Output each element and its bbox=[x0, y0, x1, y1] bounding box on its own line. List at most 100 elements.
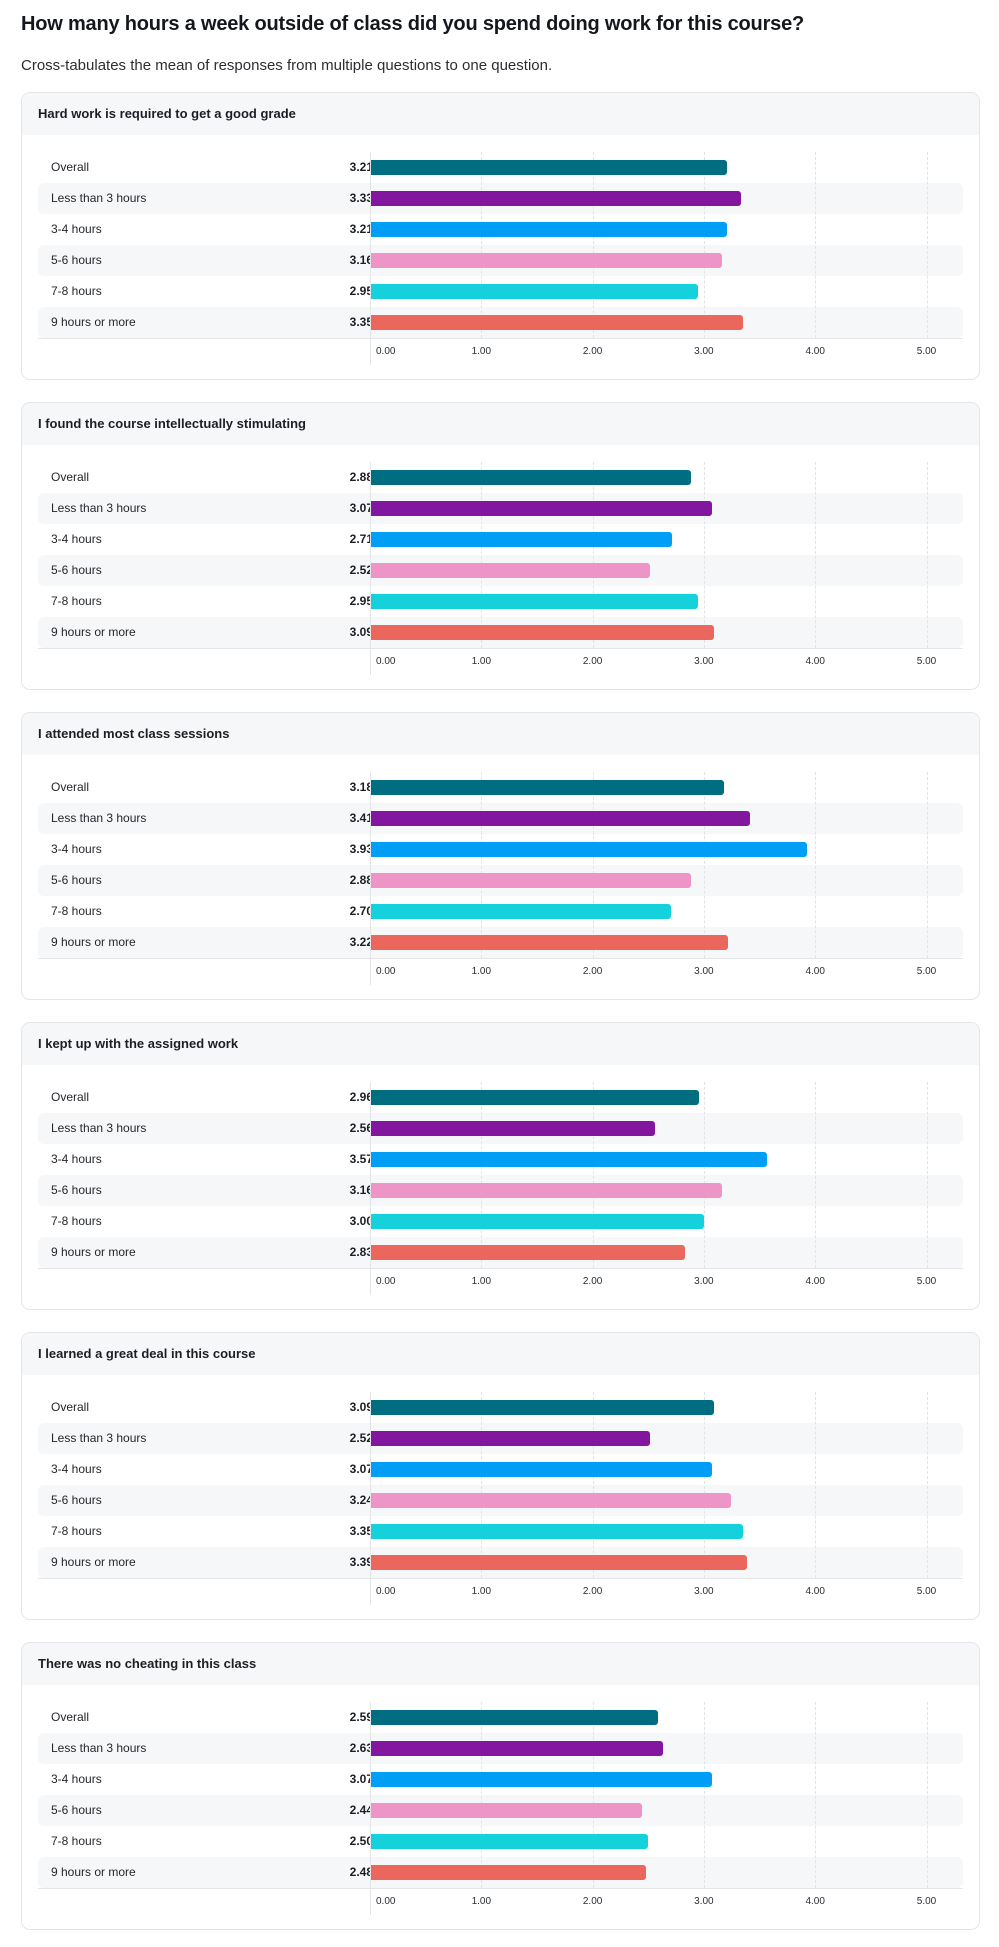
value-label: 2.88 bbox=[349, 470, 373, 484]
value-label: 2.71 bbox=[349, 532, 373, 546]
bar-5-6-hours bbox=[371, 1183, 722, 1198]
gridline bbox=[481, 1082, 483, 1268]
value-label: 3.57 bbox=[349, 1152, 373, 1166]
category-label: 9 hours or more bbox=[51, 625, 136, 639]
x-tick-label: 1.00 bbox=[471, 1586, 492, 1597]
x-axis-line bbox=[38, 338, 963, 339]
x-tick-label: 2.00 bbox=[582, 1276, 603, 1287]
x-tick-label: 0.00 bbox=[376, 966, 396, 977]
category-label: Less than 3 hours bbox=[51, 1121, 147, 1135]
gridline bbox=[481, 1702, 483, 1888]
bar-3-4-hours bbox=[371, 1152, 768, 1167]
bar-7-8-hours bbox=[371, 594, 699, 609]
value-label: 3.21 bbox=[349, 222, 373, 236]
value-label: 3.35 bbox=[349, 315, 373, 329]
bar-7-8-hours bbox=[371, 1214, 704, 1229]
gridline bbox=[481, 772, 483, 958]
bar-3-4-hours bbox=[371, 1462, 712, 1477]
chart-row: Overall 3.09 bbox=[38, 1392, 963, 1423]
chart-card: I learned a great deal in this course Ove… bbox=[21, 1332, 980, 1620]
card-header: Hard work is required to get a good grad… bbox=[22, 93, 979, 135]
category-label: 7-8 hours bbox=[51, 594, 102, 608]
gridline bbox=[926, 1082, 928, 1268]
x-tick-label: 4.00 bbox=[805, 1276, 825, 1287]
category-label: 5-6 hours bbox=[51, 873, 102, 887]
value-label: 3.18 bbox=[349, 780, 373, 794]
chart-row: Overall 2.88 bbox=[38, 462, 963, 493]
gridline bbox=[592, 152, 594, 338]
chart-row: 7-8 hours 2.95 bbox=[38, 586, 963, 617]
value-label: 3.21 bbox=[349, 160, 373, 174]
category-label: Overall bbox=[51, 780, 90, 794]
category-label: Overall bbox=[51, 470, 90, 484]
category-label: 7-8 hours bbox=[51, 1214, 102, 1228]
gridline bbox=[926, 1392, 928, 1578]
gridline bbox=[703, 1392, 705, 1578]
chart-row: 3-4 hours 3.57 bbox=[38, 1144, 963, 1175]
card-header: I kept up with the assigned work bbox=[22, 1023, 979, 1065]
bar-5-6-hours bbox=[371, 1803, 642, 1818]
category-label: 9 hours or more bbox=[51, 1245, 136, 1259]
value-label: 3.33 bbox=[349, 191, 373, 205]
x-tick-label: 5.00 bbox=[916, 656, 937, 667]
category-label: 5-6 hours bbox=[51, 253, 102, 267]
chart-row: 7-8 hours 2.95 bbox=[38, 276, 963, 307]
value-label: 3.16 bbox=[349, 1183, 373, 1197]
bar-chart: Overall 3.21 Less than 3 hours 3.33 3-4 hour… bbox=[22, 135, 979, 379]
chart-card: There was no cheating in this class Overa… bbox=[21, 1642, 980, 1930]
x-tick-label: 2.00 bbox=[582, 656, 603, 667]
page-subtitle: Cross-tabulates the mean of responses fr… bbox=[21, 57, 553, 74]
y-axis-line bbox=[370, 1082, 371, 1295]
x-axis-line bbox=[38, 958, 963, 959]
x-tick-label: 4.00 bbox=[805, 346, 825, 357]
bar-7-8-hours bbox=[371, 1524, 743, 1539]
chart-row: 3-4 hours 3.07 bbox=[38, 1764, 963, 1795]
y-axis-line bbox=[370, 1702, 371, 1915]
bar-9-hours-or-more bbox=[371, 1865, 647, 1880]
x-tick-label: 4.00 bbox=[805, 656, 825, 667]
value-label: 3.93 bbox=[349, 842, 373, 856]
chart-row: 3-4 hours 3.07 bbox=[38, 1454, 963, 1485]
value-label: 2.63 bbox=[349, 1741, 373, 1755]
category-label: 3-4 hours bbox=[51, 842, 102, 856]
category-label: Less than 3 hours bbox=[51, 501, 147, 515]
category-label: 3-4 hours bbox=[51, 1462, 102, 1476]
x-tick-label: 0.00 bbox=[376, 656, 396, 667]
bar-chart: Overall 3.18 Less than 3 hours 3.41 3-4 hour… bbox=[22, 755, 979, 999]
gridline bbox=[815, 1392, 817, 1578]
chart-row: 7-8 hours 2.50 bbox=[38, 1826, 963, 1857]
value-label: 3.22 bbox=[349, 935, 373, 949]
x-tick-label: 1.00 bbox=[471, 346, 492, 357]
value-label: 3.07 bbox=[349, 1462, 373, 1476]
chart-row: 3-4 hours 2.71 bbox=[38, 524, 963, 555]
value-label: 2.70 bbox=[349, 904, 373, 918]
chart-title: Hard work is required to get a good grad… bbox=[38, 106, 296, 121]
card-header: I found the course intellectually stimul… bbox=[22, 403, 979, 445]
x-tick-label: 0.00 bbox=[376, 1896, 396, 1907]
bar-3-4-hours bbox=[371, 222, 728, 237]
bar-3-4-hours bbox=[371, 1772, 712, 1787]
bar-7-8-hours bbox=[371, 284, 699, 299]
bar-less-than-3-hours bbox=[371, 811, 750, 826]
bar-overall bbox=[371, 1400, 714, 1415]
bar-less-than-3-hours bbox=[371, 501, 712, 516]
y-axis-line bbox=[370, 462, 371, 675]
bar-5-6-hours bbox=[371, 563, 651, 578]
x-tick-label: 5.00 bbox=[916, 1896, 937, 1907]
x-tick-label: 5.00 bbox=[916, 966, 937, 977]
value-label: 2.95 bbox=[349, 284, 373, 298]
category-label: 7-8 hours bbox=[51, 1834, 102, 1848]
chart-title: I learned a great deal in this course bbox=[38, 1346, 256, 1361]
x-tick-label: 3.00 bbox=[694, 346, 714, 357]
gridline bbox=[481, 462, 483, 648]
bar-overall bbox=[371, 160, 728, 175]
chart-card: Hard work is required to get a good grad… bbox=[21, 92, 980, 380]
chart-title: I attended most class sessions bbox=[38, 726, 230, 741]
category-label: Less than 3 hours bbox=[51, 1431, 147, 1445]
x-tick-label: 5.00 bbox=[916, 1276, 937, 1287]
bar-chart: Overall 2.96 Less than 3 hours 2.56 3-4 hour… bbox=[22, 1065, 979, 1309]
category-label: 5-6 hours bbox=[51, 1183, 102, 1197]
value-label: 2.52 bbox=[349, 563, 373, 577]
bar-less-than-3-hours bbox=[371, 191, 741, 206]
value-label: 2.95 bbox=[349, 594, 373, 608]
